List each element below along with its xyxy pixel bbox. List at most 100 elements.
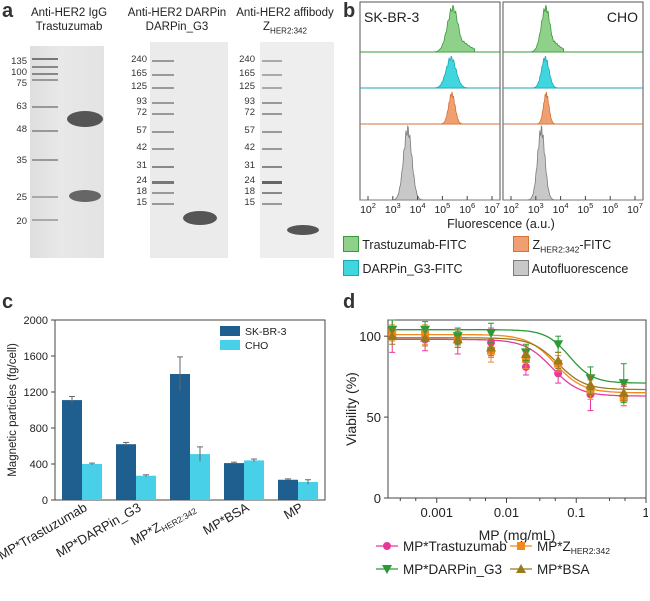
gel3-marker: 42: [244, 142, 255, 153]
flow-histogram: [390, 124, 425, 201]
gel1-marker: 35: [16, 155, 27, 166]
dose-legend-marker: [382, 565, 392, 574]
gel3-marker: 165: [239, 68, 255, 79]
dose-data-point: [520, 348, 531, 358]
gel2-ladder: [152, 131, 174, 133]
gel2-ladder: [152, 166, 174, 168]
bar: [190, 454, 210, 500]
panel-a-label: a: [2, 0, 14, 22]
gel1-marker: 100: [11, 67, 27, 78]
gel3-ladder: [262, 113, 282, 115]
gel1-image: [30, 46, 104, 258]
flow-x-tick-exponent: 4: [564, 201, 568, 210]
bar: [170, 374, 190, 500]
flow-x-tick-exponent: 5: [446, 201, 450, 210]
gel3-ladder: [262, 102, 282, 104]
bar-y-tick-label: 1600: [24, 351, 48, 363]
gel3-title-line2: ZHER2:342: [232, 20, 338, 38]
gel3-title-main: Z: [263, 21, 271, 33]
gel3-marker: 240: [239, 54, 255, 65]
gel2-marker: 24: [136, 175, 147, 186]
gel2-marker: 57: [136, 125, 147, 136]
dose-y-tick-label: 100: [359, 329, 381, 344]
gel1-ladder: [32, 66, 58, 68]
dose-data-point: [452, 334, 463, 344]
bar: [62, 400, 82, 500]
gel3-marker: 18: [244, 186, 255, 197]
flow-x-axis-ticks: 102 103 104 105 106 107 102 103 104 105 106 107: [360, 196, 643, 216]
panel-b-label: b: [343, 0, 356, 22]
flow-x-tick-label: 102: [503, 201, 519, 216]
bar: [82, 464, 102, 500]
dose-legend-sub: HER2:342: [571, 546, 610, 556]
gel2-darpin-band: [183, 211, 217, 225]
bar-y-tick-label: 1200: [24, 387, 48, 399]
dose-data-point: [486, 342, 497, 352]
legend-swatch-trastuzumab: [343, 236, 359, 252]
legend-label-auto: Autofluorescence: [531, 262, 629, 276]
dose-y-tick-label: 0: [374, 491, 381, 506]
gel1-marker: 48: [16, 124, 27, 135]
gel3-ladder: [262, 60, 282, 62]
gel1-heavy-chain-band: [67, 111, 103, 127]
flow-right-title: CHO: [607, 9, 638, 25]
gel2-ladder: [152, 87, 174, 89]
gel2-marker: 31: [136, 160, 147, 171]
dose-y-axis-label: Viability (%): [343, 372, 359, 446]
gel2-ladder: [152, 60, 174, 62]
flow-x-tick-label: 105: [577, 201, 593, 216]
dose-fit-curve: [388, 329, 646, 384]
dose-y-tick-label: 50: [367, 410, 381, 425]
gel2-bands: [152, 60, 217, 225]
gel2-marker: 15: [136, 197, 147, 208]
dose-chart-frame: [387, 319, 647, 499]
flow-x-label: Fluorescence (a.u.): [447, 217, 555, 231]
bar: [136, 475, 156, 500]
flow-histogram: [527, 4, 565, 53]
flow-histogram: [526, 124, 557, 201]
gel2-marker: 18: [136, 186, 147, 197]
flow-x-tick-exponent: 2: [515, 201, 519, 210]
bar: [298, 482, 318, 500]
gel2-title: Anti-HER2 DARPin DARPin_G3: [118, 6, 236, 34]
gel3-affibody-band: [287, 225, 319, 235]
bar-category-label: MP*Trastuzumab: [0, 500, 90, 563]
dose-fit-curve: [388, 338, 646, 397]
legend-label-z-sub: HER2:342: [540, 244, 580, 255]
flow-x-tick-label: 104: [553, 201, 569, 216]
flow-x-tick-label: 104: [410, 201, 426, 216]
gel3-bands: [262, 60, 319, 235]
dose-x-tick-label: 0.01: [494, 505, 519, 520]
bar-y-tick-label: 800: [30, 423, 48, 435]
bar-chart: 0 400 800 1200 1600 2000 Magnetic particles (f…: [0, 315, 326, 563]
flow-x-tick-label: 106: [602, 201, 618, 216]
flow-x-tick-exponent: 6: [614, 201, 618, 210]
gel3-marker: 31: [244, 160, 255, 171]
legend-swatch-darpin: [343, 260, 359, 276]
gel2-marker: 165: [131, 68, 147, 79]
gel3-title-line1: Anti-HER2 affibody: [236, 7, 334, 19]
gel1-bands: [32, 58, 103, 221]
gel2-image: [150, 42, 228, 258]
gel2-marker: 240: [131, 54, 147, 65]
dose-data-point: [553, 355, 564, 365]
gel1-ladder: [32, 159, 58, 161]
gel1-marker: 75: [16, 78, 27, 89]
dose-data-point: [486, 328, 497, 338]
bar-y-axis-label: Magnetic particles (fg/cell): [7, 343, 19, 477]
legend-swatch-z: [513, 236, 529, 252]
dose-x-tick-label: 0.001: [420, 505, 453, 520]
legend-item-auto: Autofluorescence: [513, 260, 628, 276]
dose-fit-curve: [388, 337, 646, 391]
dose-response-chart: 0 50 100 0.001 0.01 0.1 1 MP (mg/mL) Viability (…: [343, 319, 648, 577]
gel3-ladder: [262, 148, 282, 150]
dose-legend-label: MP*ZHER2:342: [537, 539, 610, 556]
legend-item-trastuzumab: Trastuzumab-FITC: [343, 236, 467, 252]
flow-cytometry-figure: SK-BR-3 CHO 102 103 104 105 106 107 102 103 104 1…: [359, 1, 644, 231]
gel2-ladder: [152, 181, 174, 184]
gel3-image: [260, 42, 334, 258]
flow-x-tick-exponent: 2: [372, 201, 376, 210]
gel2-ladder: [152, 74, 174, 76]
gel1-ladder: [32, 73, 58, 75]
gel2-marker: 93: [136, 96, 147, 107]
